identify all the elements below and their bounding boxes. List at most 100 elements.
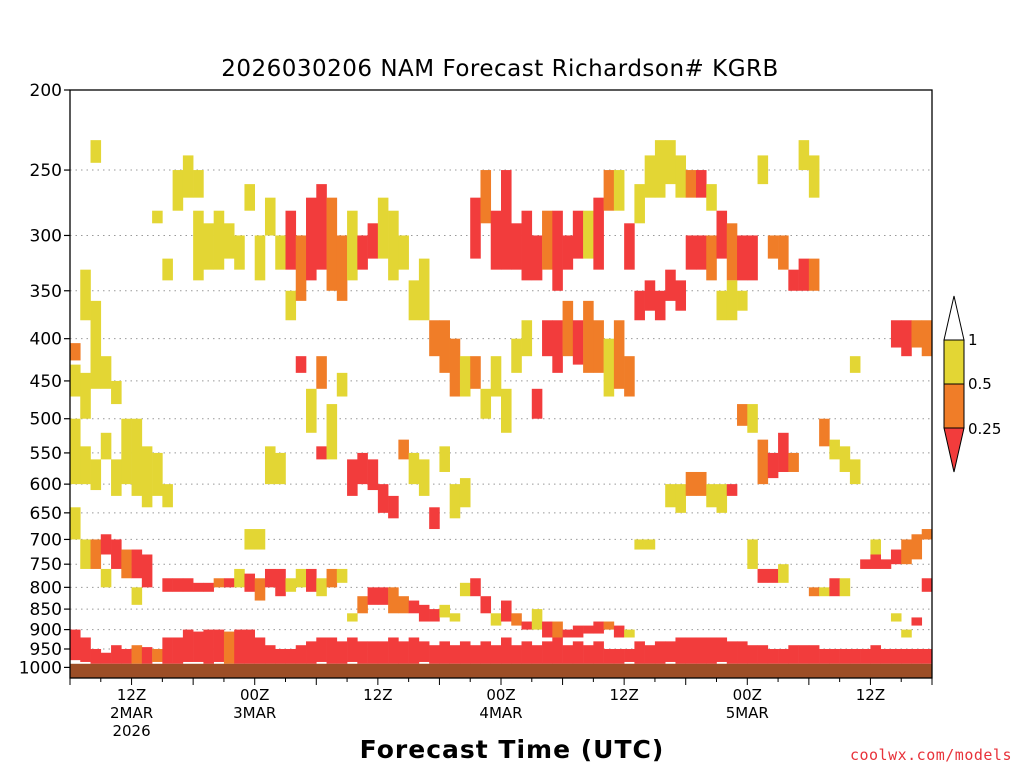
ri-cell-241 — [695, 471, 707, 496]
ri-cell-231 — [675, 155, 687, 198]
legend-label-0-5: 0.5 — [968, 375, 992, 393]
ri-cell-207 — [603, 648, 615, 664]
legend-arrow-bottom — [943, 427, 965, 473]
ri-cell-21 — [111, 459, 122, 496]
x-tick-label-2-1: 12Z — [363, 686, 392, 704]
ri-cell-289 — [829, 578, 840, 597]
ri-cell-225 — [654, 290, 666, 321]
ri-cell-261 — [747, 539, 758, 569]
ri-cell-216 — [634, 184, 645, 224]
ri-cell-86 — [295, 645, 307, 664]
ri-cell-119 — [377, 641, 389, 664]
y-tick-label-400: 400 — [30, 330, 62, 350]
ri-cell-33 — [141, 647, 153, 664]
x-tick-label-0-2: 2MAR — [110, 704, 153, 722]
ri-cell-281 — [808, 155, 820, 198]
ri-cell-20 — [111, 380, 122, 405]
y-tick-label-450: 450 — [30, 372, 62, 392]
ri-cell-295 — [849, 459, 861, 485]
ri-cell-228 — [665, 269, 676, 301]
ri-cell-265 — [757, 568, 769, 583]
ri-cell-192 — [572, 210, 584, 259]
ri-cell-263 — [757, 155, 769, 185]
ri-cell-211 — [613, 648, 625, 664]
ri-cell-233 — [675, 484, 687, 513]
ri-cell-88 — [306, 388, 317, 433]
ri-cell-32 — [141, 554, 153, 588]
ri-cell-159 — [480, 641, 492, 664]
ri-cell-219 — [634, 641, 645, 664]
ri-cell-236 — [685, 235, 697, 270]
ri-cell-270 — [767, 648, 779, 664]
ri-cell-176 — [531, 235, 543, 281]
ri-cell-125 — [398, 439, 409, 460]
ri-cell-104 — [347, 210, 358, 281]
ri-cell-7 — [80, 446, 91, 485]
ri-cell-242 — [695, 637, 707, 664]
ri-cell-238 — [685, 637, 697, 664]
ri-cell-133 — [418, 459, 430, 496]
ri-cell-28 — [131, 549, 143, 579]
ri-cell-170 — [511, 613, 522, 626]
ri-cell-23 — [111, 645, 122, 664]
ri-cell-292 — [839, 578, 851, 597]
ri-cell-92 — [316, 356, 327, 389]
gridlines — [70, 169, 932, 668]
ri-cell-17 — [100, 534, 112, 555]
ri-cell-111 — [357, 641, 368, 664]
ri-cell-98 — [326, 568, 338, 588]
ri-cell-129 — [408, 452, 420, 485]
ri-cell-205 — [603, 338, 615, 397]
ri-cell-199 — [583, 645, 594, 664]
ri-cell-239 — [695, 170, 707, 198]
ri-cell-87 — [306, 197, 317, 281]
ri-cell-27 — [131, 418, 143, 496]
ri-cell-0 — [70, 343, 81, 361]
ri-cell-101 — [336, 372, 348, 397]
ri-cell-186 — [552, 621, 563, 638]
chart-title: 2026030206 NAM Forecast Richardson# KGRB — [221, 56, 779, 82]
ri-cell-1 — [70, 364, 81, 397]
ri-cell-10 — [90, 140, 102, 163]
ri-cell-259 — [747, 235, 758, 281]
legend-label-0-25: 0.25 — [968, 420, 1001, 438]
ri-cell-307 — [890, 648, 902, 664]
ri-cell-243 — [706, 184, 717, 211]
ri-cell-149 — [459, 478, 471, 508]
ri-cell-297 — [860, 559, 871, 569]
ri-cell-4 — [70, 629, 81, 661]
ri-cell-308 — [901, 320, 912, 357]
ri-cell-182 — [542, 621, 553, 638]
ri-cell-209 — [613, 320, 625, 389]
ri-cell-11 — [90, 300, 102, 389]
ri-cell-197 — [583, 300, 594, 373]
ri-cell-162 — [490, 613, 502, 626]
ri-cell-167 — [501, 637, 512, 664]
ri-cell-283 — [808, 587, 820, 597]
ri-cell-279 — [798, 258, 810, 291]
ri-cell-15 — [100, 356, 112, 389]
ri-cell-301 — [870, 645, 881, 664]
ri-cell-171 — [511, 645, 522, 664]
ri-cell-75 — [275, 235, 286, 270]
ri-cell-77 — [275, 568, 286, 597]
ri-cell-146 — [449, 613, 461, 622]
ri-cell-277 — [788, 645, 799, 664]
plot-area — [69, 89, 933, 679]
ri-cell-121 — [388, 495, 399, 519]
legend-label-1: 1 — [968, 331, 978, 349]
ri-cell-311 — [901, 648, 912, 664]
y-tick-label-550: 550 — [30, 444, 62, 464]
ri-cell-89 — [306, 568, 317, 592]
ri-cell-175 — [521, 641, 533, 664]
ri-cell-22 — [111, 539, 122, 569]
ri-cell-94 — [316, 578, 327, 597]
ri-cell-14 — [90, 648, 102, 664]
ri-cell-52 — [203, 582, 214, 592]
x-tick-label-5-2: 5MAR — [726, 704, 769, 722]
ri-cell-47 — [193, 210, 204, 281]
ri-cell-19 — [100, 652, 112, 664]
ri-cell-303 — [880, 648, 892, 664]
ri-cell-203 — [593, 641, 604, 664]
